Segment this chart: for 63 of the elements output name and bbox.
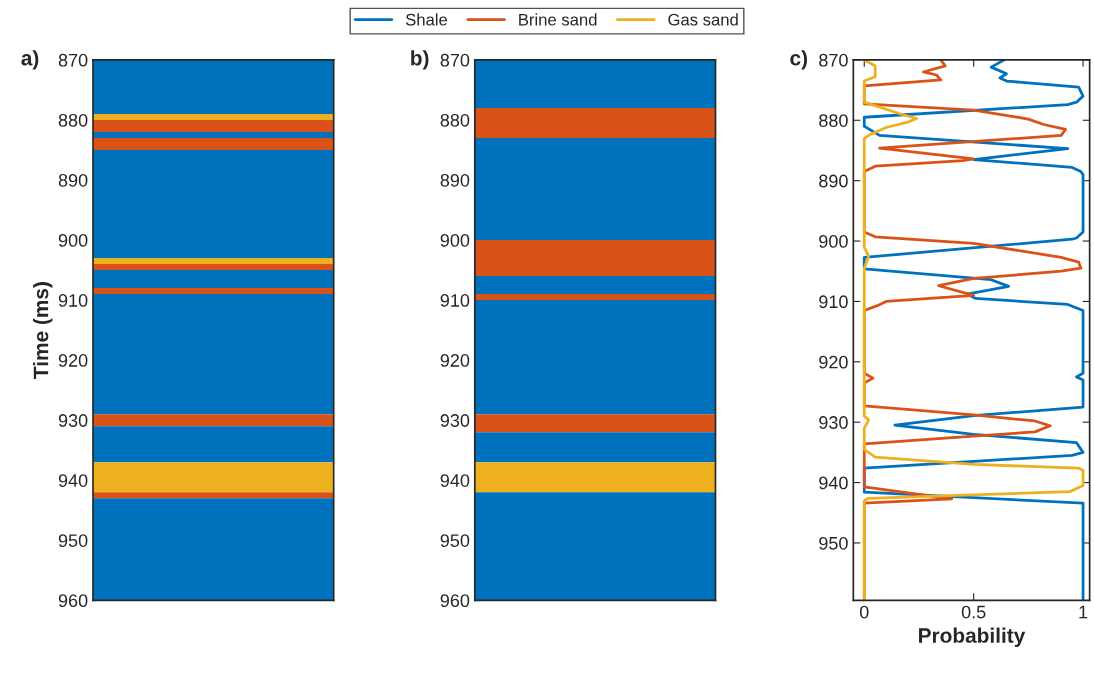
bar [474,294,716,301]
y-tick-label: 900 [819,234,848,248]
x-tick-label: 0.5 [961,605,986,619]
y-tick-label: 900 [58,233,88,247]
y-tick-label: 910 [819,295,848,309]
bar [92,149,334,259]
y-tick-label: 920 [819,355,848,369]
y-tick-label: 940 [819,476,848,490]
bar [92,264,334,271]
bar [474,137,716,241]
bar [92,258,334,265]
bar [92,426,334,463]
y-tick-label: 880 [819,114,848,127]
bar [92,288,334,295]
bar [474,462,716,493]
y-tick-label: 950 [819,536,848,550]
y-tick-label: 870 [58,53,88,67]
y-tick-label: 940 [440,474,470,487]
bar [92,294,334,415]
bar [474,432,716,463]
y-tick-label: 870 [819,53,848,67]
y-tick-label: 930 [58,414,88,427]
bar [92,131,334,138]
y-tick-label: 910 [58,294,88,307]
chart-title: a) [21,50,39,70]
y-tick-label: 930 [440,414,470,427]
bar [92,119,334,132]
y-tick-label: 950 [440,534,470,547]
y-tick-label: 900 [440,233,470,247]
x-axis-title: Probability [919,627,1026,647]
y-tick-label: 880 [440,113,470,127]
y-tick-label: 920 [440,354,470,367]
bar [92,414,334,427]
bar [92,113,334,120]
chart-title: c) [790,50,808,70]
y-tick-label: 920 [58,354,88,367]
bar [474,414,716,433]
bar [92,492,334,499]
chart-title: b) [411,50,429,70]
y-tick-label: 870 [440,53,470,67]
bar [474,107,716,138]
bar [92,137,334,150]
legend-label: Shale [405,13,448,26]
y-tick-label: 930 [819,416,848,429]
y-tick-label: 940 [58,474,88,487]
legend-label: Gas sand [668,13,738,26]
bar [474,240,716,277]
y-tick-label: 890 [58,173,88,187]
bar [92,462,334,493]
y-tick-label: 910 [440,294,470,307]
y-tick-label: 890 [440,173,470,187]
y-tick-label: 950 [58,534,88,547]
y-tick-label: 880 [58,113,88,127]
y-tick-label: 960 [440,594,470,608]
x-tick-label: 1 [1079,605,1088,619]
x-tick-label: 0 [859,605,869,619]
bar [92,270,334,289]
bar [474,300,716,415]
y-tick-label: 960 [58,594,88,608]
legend-label: Brine sand [519,13,597,26]
y-axis-title: Time (ms) [33,282,53,379]
y-tick-label: 890 [819,174,848,188]
bar [474,276,716,295]
